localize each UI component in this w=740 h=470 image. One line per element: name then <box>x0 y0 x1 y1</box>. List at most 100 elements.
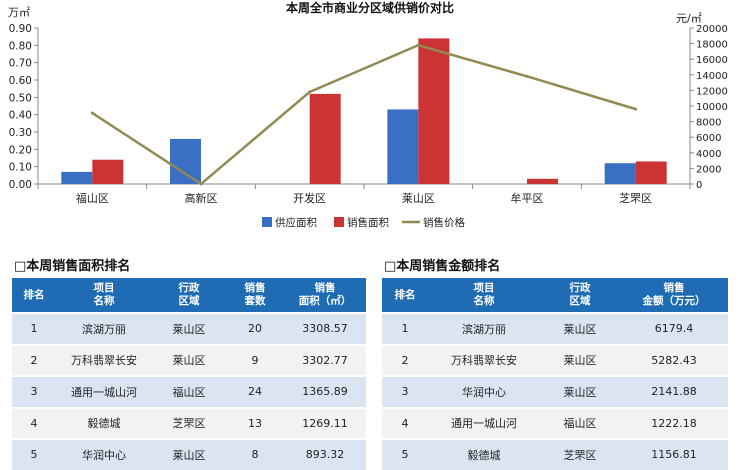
area-table-header-text: 项目 <box>93 282 115 294</box>
amount-table-header-text: 行政 <box>569 282 591 294</box>
area-table-cell: 1269.11 <box>284 406 366 439</box>
right-tick-label: 12000 <box>696 86 728 97</box>
x-tick-label: 牟平区 <box>511 191 544 205</box>
left-tick-label: 0.70 <box>9 58 32 70</box>
left-tick-label: 0.40 <box>9 110 32 122</box>
amount-table-cell: 莱山区 <box>540 375 620 408</box>
area-table-cell: 20 <box>226 312 284 345</box>
amount-table-cell: 2 <box>382 343 428 376</box>
right-tick-label: 8000 <box>696 118 721 129</box>
amount-ranking-title: □本周销售金额排名 <box>384 259 501 274</box>
price-point <box>416 43 420 47</box>
left-axis-unit: 万㎡ <box>8 6 30 19</box>
area-table-cell: 万科翡翠长安 <box>56 343 152 376</box>
x-tick-label: 开发区 <box>293 191 326 205</box>
x-tick-label: 福山区 <box>76 191 109 205</box>
left-tick-label: 0.10 <box>9 162 32 174</box>
amount-table-header-text: 排名 <box>394 288 416 301</box>
bar-supply <box>604 163 636 184</box>
legend-label: 销售面积 <box>347 216 389 229</box>
right-axis-unit: 元/㎡ <box>676 12 702 25</box>
amount-table-cell: 3 <box>382 375 428 408</box>
area-table-cell: 5 <box>12 438 56 470</box>
area-table-cell: 莱山区 <box>152 343 226 376</box>
area-table-cell: 1 <box>12 312 56 345</box>
supply-sales-price-chart: 本周全市商业分区域供销价对比 万㎡ 元/㎡ 0.00 0.10 0.20 0.30 0.40 0… <box>8 0 728 229</box>
right-tick-label: 14000 <box>696 71 728 82</box>
table-row: 3 华润中心 莱山区 2141.88 <box>382 375 728 408</box>
area-table-cell: 893.32 <box>284 438 366 470</box>
table-row: 4 毅德城 芝罘区 13 1269.11 <box>12 406 366 439</box>
bar-sales <box>635 161 667 184</box>
amount-table-cell: 莱山区 <box>540 312 620 345</box>
right-tick-label: 20000 <box>696 24 728 35</box>
area-table-header-cell: 排名 <box>12 278 56 313</box>
amount-table-cell: 1 <box>382 312 428 345</box>
table-row: 5 华润中心 莱山区 8 893.32 <box>12 438 366 470</box>
area-table-cell: 通用一城山河 <box>56 375 152 408</box>
amount-table-header-cell: 销售 金额（万元） <box>620 278 728 313</box>
legend-swatch <box>262 217 272 227</box>
area-table-cell: 9 <box>226 343 284 376</box>
table-row: 4 通用一城山河 福山区 1222.18 <box>382 406 728 439</box>
area-table-header-text: 行政 <box>178 282 200 294</box>
area-table-header-text: 区域 <box>178 295 200 307</box>
amount-table-cell: 滨湖万丽 <box>428 312 540 345</box>
area-table-cell: 华润中心 <box>56 438 152 470</box>
area-table-cell: 莱山区 <box>152 312 226 345</box>
amount-table-cell: 莱山区 <box>540 343 620 376</box>
amount-table-cell: 通用一城山河 <box>428 406 540 439</box>
left-tick-label: 0.20 <box>9 144 32 156</box>
price-point <box>634 107 638 111</box>
area-table-cell: 毅德城 <box>56 406 152 439</box>
bar-supply <box>170 138 201 184</box>
area-table-cell: 4 <box>12 406 56 439</box>
area-table-cell: 1365.89 <box>284 375 366 408</box>
price-point <box>199 182 203 186</box>
table-row: 2 万科翡翠长安 莱山区 9 3302.77 <box>12 343 366 376</box>
area-table-cell: 福山区 <box>152 375 226 408</box>
bar-supply <box>61 171 93 184</box>
amount-table-header-text: 金额（万元） <box>642 295 706 307</box>
amount-table-cell: 福山区 <box>540 406 620 439</box>
area-table-cell: 13 <box>226 406 284 439</box>
legend-swatch <box>334 217 344 227</box>
amount-table-cell: 万科翡翠长安 <box>428 343 540 376</box>
amount-table-cell: 毅德城 <box>428 438 540 470</box>
x-tick-label: 芝罘区 <box>619 192 652 205</box>
bar-sales <box>527 178 558 184</box>
amount-table-header-text: 名称 <box>473 295 495 307</box>
left-tick-label: 0.50 <box>9 92 32 104</box>
area-ranking-title: □本周销售面积排名 <box>14 259 131 274</box>
right-tick-label: 4000 <box>696 149 721 160</box>
area-table-cell: 8 <box>226 438 284 470</box>
amount-table-cell: 1222.18 <box>620 406 728 439</box>
left-tick-label: 0.90 <box>9 23 32 35</box>
left-tick-label: 0.00 <box>9 179 32 191</box>
right-tick-label: 10000 <box>696 102 728 113</box>
amount-table-header-text: 项目 <box>473 282 495 294</box>
amount-table-header-cell: 排名 <box>382 278 428 313</box>
right-tick-label: 6000 <box>696 133 721 144</box>
amount-table-header-cell: 行政 区域 <box>540 278 620 313</box>
area-table-cell: 24 <box>226 375 284 408</box>
amount-ranking-table: 排名 项目 名称 行政 区域 销售 金额（万元） 1 滨湖万丽 莱山区 6179.4 2 万科翡翠长安… <box>382 278 728 470</box>
checkbox-square-icon: □ <box>14 259 27 274</box>
area-table-cell: 2 <box>12 343 56 376</box>
bar-sales <box>418 38 450 185</box>
legend-label: 销售价格 <box>423 216 465 229</box>
area-table-cell: 莱山区 <box>152 438 226 470</box>
right-tick-label: 18000 <box>696 40 728 51</box>
price-line <box>91 43 637 186</box>
table-row: 3 通用一城山河 福山区 24 1365.89 <box>12 375 366 408</box>
price-point <box>308 90 312 94</box>
x-tick-label: 莱山区 <box>402 192 435 205</box>
amount-table-cell: 华润中心 <box>428 375 540 408</box>
x-tick-label: 高新区 <box>185 191 218 205</box>
table-row: 2 万科翡翠长安 莱山区 5282.43 <box>382 343 728 376</box>
legend-label: 供应面积 <box>275 216 317 229</box>
amount-table-cell: 5 <box>382 438 428 470</box>
bar-supply <box>387 109 419 184</box>
table-row: 5 毅德城 芝罘区 1156.81 <box>382 438 728 470</box>
area-table-header-cell: 销售 套数 <box>226 278 284 313</box>
